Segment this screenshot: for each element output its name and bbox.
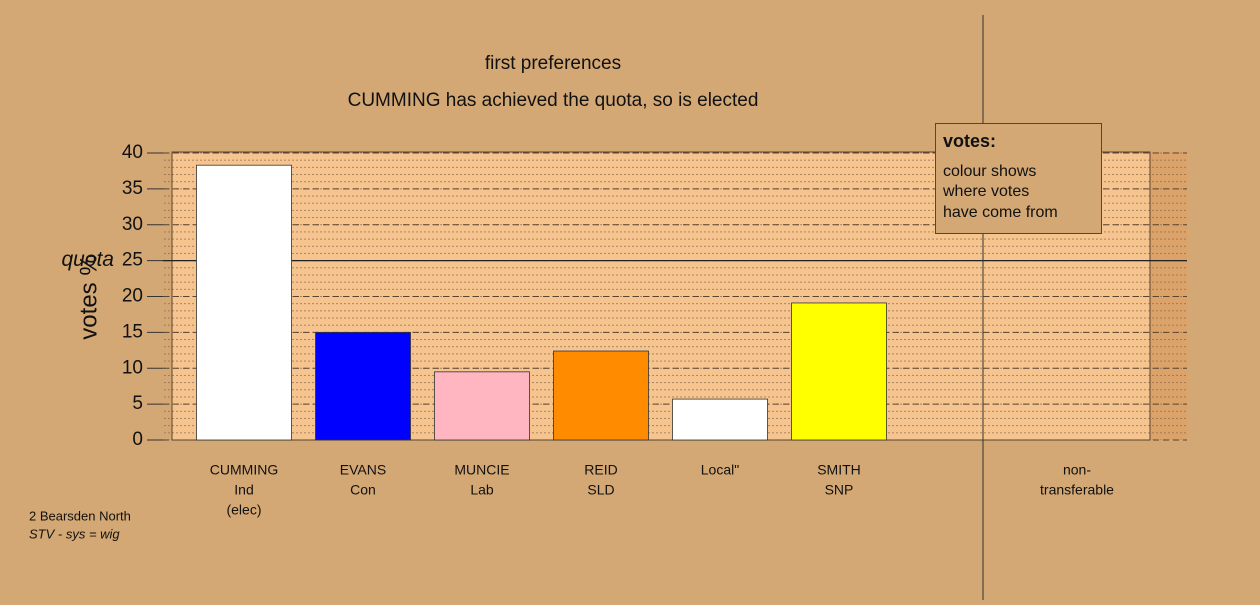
y-tick-label: 30 xyxy=(122,214,143,235)
y-tick-label: 25 xyxy=(122,250,143,271)
y-axis-label: votes % xyxy=(75,254,102,339)
x-tick-label: Ind xyxy=(234,482,253,498)
bar xyxy=(315,331,411,441)
legend-box xyxy=(935,123,1102,234)
y-tick-label: 15 xyxy=(122,321,143,342)
y-tick-label: 5 xyxy=(132,393,143,414)
plot-border xyxy=(171,151,1151,441)
legend-text: have come from xyxy=(943,204,1058,221)
x-tick-label: (elec) xyxy=(226,502,261,518)
bar xyxy=(434,371,530,441)
footer-text: STV - sys = wig xyxy=(29,526,120,541)
bar xyxy=(791,302,887,441)
footer-text: 2 Bearsden North xyxy=(29,508,131,523)
chart-title: first preferences xyxy=(485,53,621,74)
y-tick-label: 20 xyxy=(122,286,143,307)
x-tick-label: SNP xyxy=(825,482,854,498)
x-tick-label: transferable xyxy=(1040,482,1114,498)
x-tick-label: REID xyxy=(584,462,617,478)
x-tick-label: non- xyxy=(1063,462,1091,478)
x-tick-label: Con xyxy=(350,482,376,498)
x-tick-label: EVANS xyxy=(340,462,386,478)
y-tick-label: 35 xyxy=(122,178,143,199)
x-tick-label: CUMMING xyxy=(210,462,278,478)
y-tick-label: 40 xyxy=(122,142,143,163)
x-tick-label: Local" xyxy=(701,462,739,478)
x-tick-label: Lab xyxy=(470,482,494,498)
legend-text: where votes xyxy=(942,183,1029,200)
y-tick-label: 0 xyxy=(132,429,143,450)
x-tick-label: SMITH xyxy=(817,462,861,478)
x-tick-label: SLD xyxy=(587,482,614,498)
y-tick-label: 10 xyxy=(122,357,143,378)
quota-label: quota xyxy=(61,248,114,271)
bar xyxy=(196,164,292,441)
bar xyxy=(553,350,649,441)
legend: votes: colour shows where votes have com… xyxy=(935,123,1102,234)
legend-text: colour shows xyxy=(943,163,1036,180)
chart-subtitle: CUMMING has achieved the quota, so is el… xyxy=(348,90,759,111)
legend-title: votes: xyxy=(943,131,996,151)
bar xyxy=(672,398,768,441)
x-tick-label: MUNCIE xyxy=(454,462,509,478)
